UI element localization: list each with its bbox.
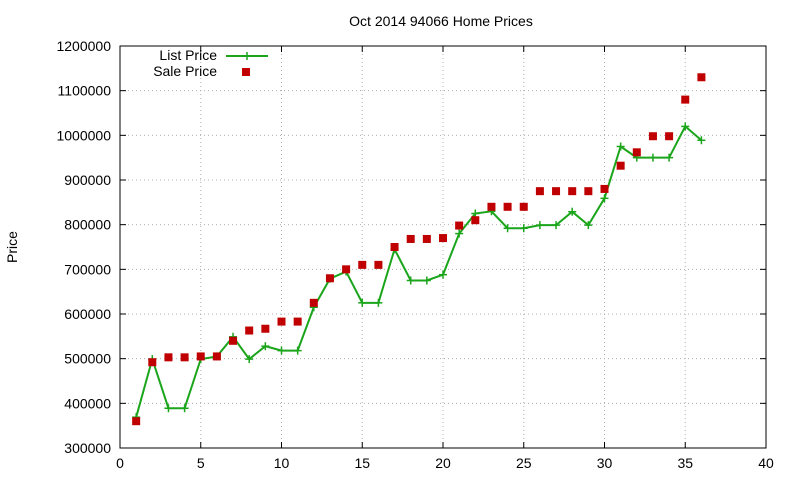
sale-price-point bbox=[148, 358, 157, 367]
list-price-point bbox=[180, 404, 189, 413]
y-tick-label: 700000 bbox=[64, 261, 111, 277]
y-tick-label: 800000 bbox=[64, 217, 111, 233]
sale-price-point bbox=[164, 353, 173, 362]
sale-price-point bbox=[212, 352, 221, 361]
sale-price-point bbox=[681, 95, 690, 104]
x-tick-label: 0 bbox=[116, 455, 124, 471]
sale-price-point bbox=[196, 352, 205, 361]
sale-price-point bbox=[245, 326, 254, 335]
x-tick-label: 25 bbox=[516, 455, 532, 471]
list-price-point bbox=[439, 270, 447, 279]
sale-price-point bbox=[487, 202, 496, 211]
legend-marker-sale-price bbox=[242, 68, 250, 76]
list-price-point bbox=[600, 194, 609, 203]
legend-sale-square bbox=[242, 68, 250, 76]
list-price-point bbox=[261, 342, 270, 351]
x-tick-label: 5 bbox=[197, 455, 205, 471]
list-price-point bbox=[697, 136, 706, 145]
list-price-point bbox=[422, 276, 431, 285]
legend-marker-list-price bbox=[226, 52, 268, 60]
sale-price-point bbox=[552, 187, 561, 196]
sale-price-point bbox=[600, 184, 609, 193]
sale-price-point bbox=[293, 317, 302, 326]
sale-price-point bbox=[519, 202, 528, 211]
sale-price-point bbox=[648, 132, 657, 141]
list-price-line bbox=[135, 124, 703, 418]
list-price-point bbox=[503, 224, 512, 233]
sale-price-point bbox=[277, 317, 286, 326]
y-tick-label: 600000 bbox=[64, 306, 111, 322]
list-price-point bbox=[164, 404, 173, 413]
y-tick-label: 1000000 bbox=[56, 127, 111, 143]
list-price-point bbox=[245, 355, 254, 364]
list-price-point bbox=[277, 346, 286, 355]
sale-price-point bbox=[632, 148, 641, 157]
legend-list-cross bbox=[243, 52, 251, 60]
y-tick-label: 900000 bbox=[64, 172, 111, 188]
list-price-point bbox=[358, 298, 367, 307]
sale-price-point bbox=[455, 221, 464, 230]
sale-price-point bbox=[342, 265, 351, 274]
sale-price-point bbox=[568, 187, 577, 196]
sale-price-point bbox=[535, 187, 544, 196]
x-tick-label: 40 bbox=[758, 455, 774, 471]
axis-ticks: 0 5 10 15 20 25 30 35 40 300000 400000 500000 600000… bbox=[56, 38, 774, 471]
list-price-point bbox=[681, 122, 690, 131]
list-price-point bbox=[471, 209, 480, 218]
list-price-point bbox=[519, 224, 528, 233]
sale-price-point bbox=[374, 260, 383, 269]
y-tick-label: 300000 bbox=[64, 440, 111, 456]
list-price-point bbox=[648, 153, 657, 162]
sale-price-point bbox=[697, 73, 706, 82]
sale-price-point bbox=[584, 187, 593, 196]
list-price-point bbox=[406, 276, 415, 285]
y-tick-label: 500000 bbox=[64, 351, 111, 367]
chart-title: Oct 2014 94066 Home Prices bbox=[349, 13, 533, 29]
x-tick-label: 30 bbox=[597, 455, 613, 471]
list-price-point bbox=[374, 298, 383, 307]
sale-price-point bbox=[616, 161, 625, 170]
x-tick-label: 20 bbox=[435, 455, 451, 471]
x-tick-label: 15 bbox=[354, 455, 370, 471]
sale-price-point bbox=[132, 417, 141, 426]
x-tick-label: 10 bbox=[274, 455, 290, 471]
list-price-point bbox=[616, 142, 625, 151]
list-price-point bbox=[293, 346, 302, 355]
legend-label-list-price: List Price bbox=[159, 47, 217, 63]
sale-price-point bbox=[471, 216, 480, 225]
sale-price-point bbox=[309, 298, 318, 307]
gridlines bbox=[120, 46, 766, 448]
legend: List Price Sale Price bbox=[153, 47, 268, 79]
x-tick-label: 35 bbox=[677, 455, 693, 471]
list-price-point bbox=[535, 221, 544, 230]
sale-price-point bbox=[406, 234, 415, 243]
sale-price-point bbox=[422, 234, 431, 243]
sale-price-point bbox=[229, 336, 238, 345]
y-tick-label: 1200000 bbox=[56, 38, 111, 54]
sale-price-point bbox=[439, 234, 447, 243]
list-price-point bbox=[568, 207, 577, 216]
y-axis-label: Price bbox=[4, 231, 20, 263]
y-tick-label: 1100000 bbox=[58, 83, 112, 99]
legend-label-sale-price: Sale Price bbox=[153, 63, 217, 79]
sale-price-point bbox=[390, 243, 399, 251]
list-price-point bbox=[584, 221, 593, 230]
sale-price-point bbox=[665, 132, 674, 141]
list-price-point bbox=[665, 153, 674, 162]
list-price-point bbox=[552, 221, 561, 230]
sale-price-point bbox=[503, 202, 512, 211]
sale-price-point bbox=[261, 324, 270, 333]
series-layer bbox=[132, 73, 706, 426]
sale-price-point bbox=[358, 260, 367, 269]
list-price-point bbox=[455, 229, 464, 238]
sale-price-point bbox=[325, 274, 334, 283]
y-tick-label: 400000 bbox=[64, 395, 111, 411]
sale-price-point bbox=[180, 353, 189, 362]
